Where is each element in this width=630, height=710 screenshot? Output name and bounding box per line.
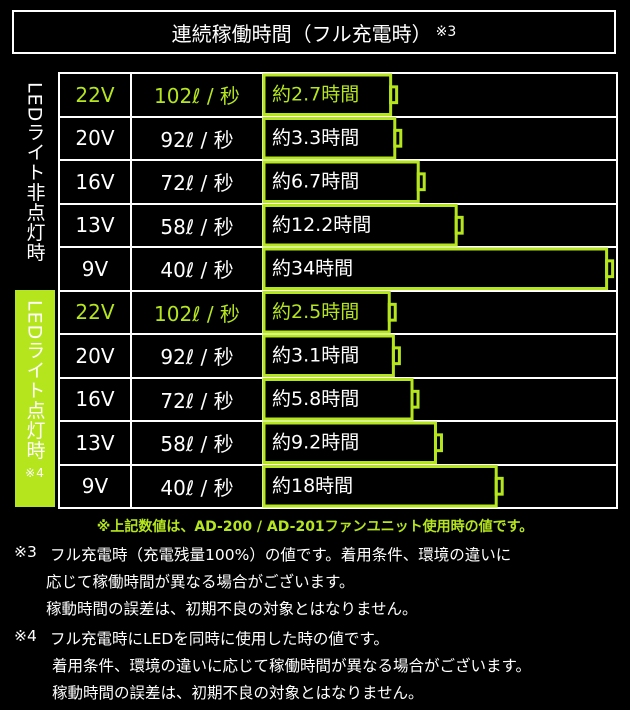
note-line: 稼動時間の誤差は、初期不良の対象とはなりません。 xyxy=(46,600,418,618)
runtime-cell xyxy=(262,333,618,379)
note-mark: ※3 xyxy=(14,543,37,561)
battery-tip xyxy=(393,128,403,148)
runtime-label: 約3.3時間 xyxy=(272,127,359,149)
flow-cell: 92ℓ / 秒 xyxy=(130,333,264,379)
group-label-text: LEDライト点灯時 xyxy=(23,299,46,460)
group-label: LEDライト非点灯時 xyxy=(15,72,55,290)
battery-tip xyxy=(433,433,443,453)
voltage-cell: 16V xyxy=(58,376,132,422)
runtime-label: 約6.7時間 xyxy=(272,170,359,192)
group-label: LEDライト点灯時 ※4 xyxy=(15,289,55,507)
title: 連続稼働時間（フル充電時） xyxy=(171,21,432,46)
voltage-cell: 9V xyxy=(58,463,132,509)
battery-tip xyxy=(389,85,399,105)
note-mark: ※4 xyxy=(14,627,37,645)
runtime-label: 約5.8時間 xyxy=(272,388,359,410)
runtime-cell xyxy=(262,463,618,509)
group-note: ※4 xyxy=(25,465,45,480)
battery-tip xyxy=(605,259,615,279)
runtime-label: 約2.5時間 xyxy=(272,301,359,323)
battery-tip xyxy=(410,389,420,409)
flow-cell: 72ℓ / 秒 xyxy=(130,159,264,205)
runtime-label: 約34時間 xyxy=(272,257,353,279)
runtime-label: 約2.7時間 xyxy=(272,83,359,105)
battery-layer: 約2.7時間約3.3時間約6.7時間約12.2時間約34時間約2.5時間約3.1… xyxy=(262,73,615,508)
note-line: 稼動時間の誤差は、初期不良の対象とはなりません。 xyxy=(52,684,424,702)
title-box: 連続稼働時間（フル充電時） ※3 xyxy=(12,10,616,54)
battery-tip xyxy=(494,476,504,496)
battery-tip xyxy=(416,172,426,192)
flow-cell: 58ℓ / 秒 xyxy=(130,202,264,248)
flow-cell: 102ℓ / 秒 xyxy=(130,289,264,335)
runtime-label: 約12.2時間 xyxy=(272,214,371,236)
flow-cell: 102ℓ / 秒 xyxy=(130,72,264,118)
battery-tip xyxy=(391,346,401,366)
note-line: 着用条件、環境の違いに応じて稼働時間が異なる場合がございます。 xyxy=(52,657,531,675)
group-label-text: LEDライト非点灯時 xyxy=(23,82,46,263)
title-note: ※3 xyxy=(435,24,457,40)
note-line: 応じて稼働時間が異なる場合がございます。 xyxy=(46,573,355,591)
runtime-label: 約9.2時間 xyxy=(272,431,359,453)
runtime-cell xyxy=(262,289,618,335)
battery-tip xyxy=(454,215,464,235)
note-line: フル充電時にLEDを同時に使用した時の値です。 xyxy=(50,630,389,648)
battery-tip xyxy=(387,302,397,322)
voltage-cell: 13V xyxy=(58,420,132,466)
note-line: フル充電時（充電残量100%）の値です。着用条件、環境の違いに xyxy=(50,546,512,564)
flow-cell: 58ℓ / 秒 xyxy=(130,420,264,466)
runtime-label: 約3.1時間 xyxy=(272,344,359,366)
runtime-label: 約18時間 xyxy=(272,475,353,497)
footnote: ※上記数値は、AD-200 / AD-201ファンユニット使用時の値です。 xyxy=(96,519,534,535)
